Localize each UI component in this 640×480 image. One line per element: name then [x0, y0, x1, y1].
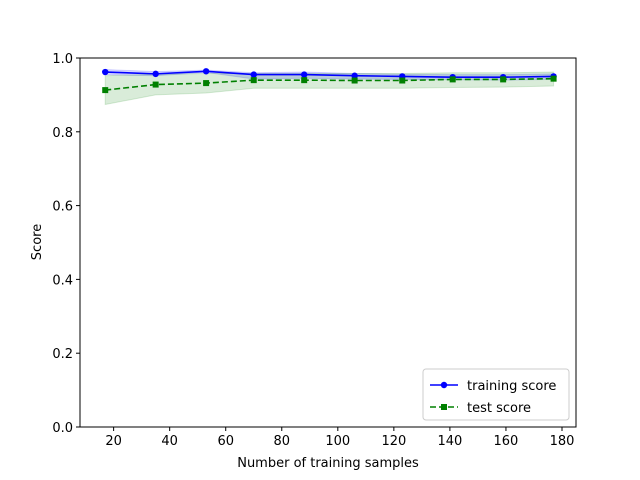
training-score-point [351, 72, 358, 79]
y-tick-label: 1.0 [52, 52, 73, 67]
test-score-line [105, 77, 554, 91]
training-score-line [105, 70, 554, 78]
x-tick-label: 20 [105, 434, 122, 449]
plot-frame [79, 57, 577, 428]
training-score-point [250, 71, 257, 78]
test-score-point [102, 87, 109, 94]
legend-training-marker [440, 381, 448, 389]
test-score-point [203, 80, 210, 87]
test-score-point [449, 76, 456, 83]
y-tick-label: 0.6 [52, 200, 73, 215]
test-score-point [500, 76, 507, 83]
y-tick-label: 0.0 [52, 421, 73, 436]
test-score-point [301, 77, 308, 84]
series-lines [105, 70, 554, 91]
x-tick-label: 80 [273, 434, 290, 449]
training-score-point [152, 70, 159, 78]
x-tick-label: 60 [217, 434, 234, 449]
legend: training score test score [422, 368, 570, 421]
x-tick-label: 120 [381, 434, 406, 449]
test-score-point [250, 77, 257, 84]
legend-test-label: test score [467, 401, 531, 416]
x-tick-label: 140 [437, 434, 462, 449]
y-tick-label: 0.4 [52, 273, 73, 288]
x-tick-label: 160 [494, 434, 519, 449]
y-axis-label: Score [30, 224, 45, 260]
legend-box [422, 368, 570, 421]
x-axis-ticks: 20 40 60 80 100 120 140 160 180 [105, 427, 574, 449]
x-tick-label: 180 [550, 434, 575, 449]
training-score-point [102, 68, 109, 76]
test-score-point [351, 77, 358, 84]
x-axis-label: Number of training samples [237, 456, 419, 471]
y-tick-label: 0.8 [52, 126, 73, 141]
y-axis-ticks: 0.0 0.2 0.4 0.6 0.8 1.0 [52, 52, 80, 436]
test-score-point [152, 81, 159, 88]
legend-training-label: training score [467, 379, 556, 394]
y-tick-label: 0.2 [52, 347, 73, 362]
series-markers [102, 68, 557, 94]
test-score-point [550, 75, 557, 82]
x-tick-label: 100 [325, 434, 350, 449]
test-score-point [399, 77, 406, 84]
training-score-point [202, 68, 210, 75]
training-score-point [300, 71, 308, 78]
x-tick-label: 40 [161, 434, 178, 449]
legend-test-marker [441, 404, 447, 410]
